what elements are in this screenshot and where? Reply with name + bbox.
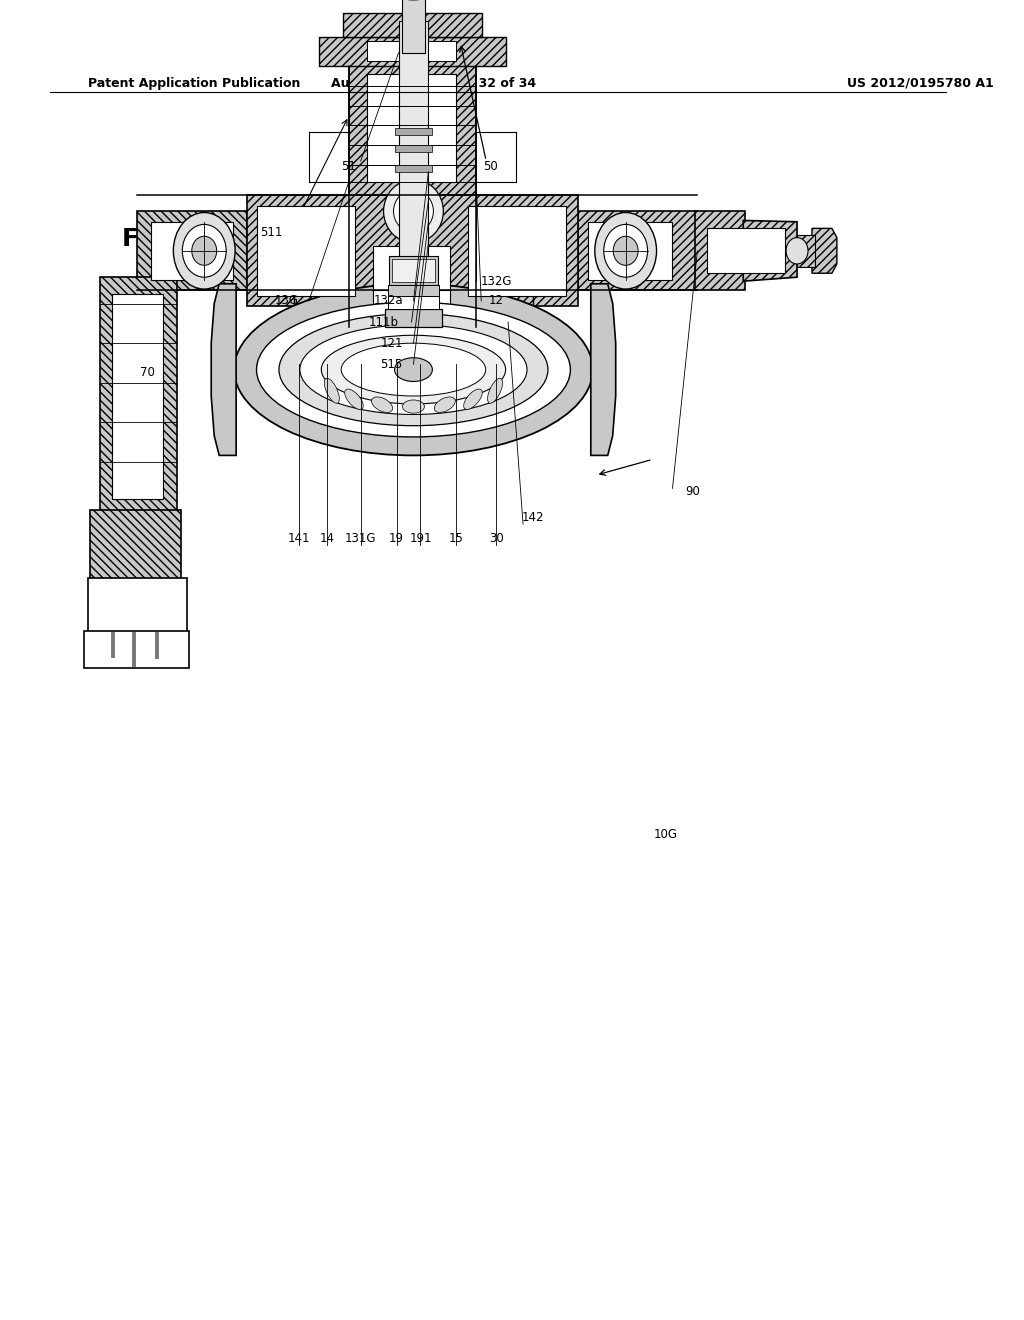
Text: 111b: 111b [369, 315, 398, 329]
Bar [588, 222, 673, 280]
Bar [387, 296, 439, 309]
Bar [797, 235, 815, 267]
Text: 14: 14 [319, 532, 334, 545]
Polygon shape [137, 211, 247, 290]
Text: 10G: 10G [653, 828, 678, 841]
Text: 50: 50 [482, 160, 498, 173]
Bar [394, 128, 432, 135]
Polygon shape [591, 284, 615, 455]
Bar [257, 206, 354, 296]
Ellipse shape [191, 236, 217, 265]
Text: 191: 191 [410, 532, 432, 545]
Polygon shape [343, 13, 482, 37]
Polygon shape [695, 211, 745, 290]
Bar [373, 246, 451, 296]
Bar [388, 256, 438, 285]
Ellipse shape [257, 302, 570, 437]
Text: 13G: 13G [274, 294, 299, 308]
Bar [394, 145, 432, 152]
Text: Aug. 2, 2012   Sheet 32 of 34: Aug. 2, 2012 Sheet 32 of 34 [331, 77, 536, 90]
Ellipse shape [613, 236, 638, 265]
Polygon shape [88, 578, 187, 634]
Text: 15: 15 [449, 532, 464, 545]
Polygon shape [294, 290, 534, 327]
Ellipse shape [322, 335, 506, 404]
Ellipse shape [464, 389, 482, 409]
Polygon shape [578, 211, 697, 290]
Bar [387, 285, 439, 296]
Bar [401, 0, 425, 53]
Ellipse shape [393, 190, 433, 232]
Text: 30: 30 [488, 532, 504, 545]
Bar [152, 222, 233, 280]
Ellipse shape [300, 325, 527, 414]
Text: 141: 141 [288, 532, 310, 545]
Polygon shape [90, 510, 181, 583]
Polygon shape [812, 228, 837, 273]
Ellipse shape [434, 397, 456, 412]
Text: 511: 511 [260, 226, 283, 239]
Polygon shape [99, 277, 177, 517]
Polygon shape [318, 37, 506, 66]
Ellipse shape [341, 343, 485, 396]
Bar [373, 290, 451, 322]
Text: Patent Application Publication: Patent Application Publication [88, 77, 300, 90]
Bar [398, 21, 428, 325]
Bar [708, 228, 785, 273]
Text: 132a: 132a [374, 294, 403, 308]
Text: 51: 51 [341, 160, 356, 173]
Ellipse shape [182, 224, 226, 277]
Ellipse shape [173, 213, 236, 289]
Bar [112, 294, 164, 499]
Ellipse shape [325, 379, 339, 404]
Text: FIG. 35: FIG. 35 [122, 227, 221, 251]
Ellipse shape [786, 238, 808, 264]
Text: 121: 121 [380, 337, 402, 350]
Polygon shape [247, 195, 578, 306]
Text: 142: 142 [522, 511, 545, 524]
Bar [468, 206, 566, 296]
Ellipse shape [372, 397, 392, 412]
Ellipse shape [394, 358, 432, 381]
Text: US 2012/0195780 A1: US 2012/0195780 A1 [847, 77, 993, 90]
Polygon shape [743, 220, 797, 281]
Polygon shape [84, 631, 189, 668]
Ellipse shape [279, 314, 548, 425]
Text: 515: 515 [381, 358, 402, 371]
Ellipse shape [345, 389, 364, 409]
Polygon shape [349, 66, 476, 195]
Text: 90: 90 [685, 484, 699, 498]
Text: 19: 19 [389, 532, 404, 545]
Bar [367, 41, 457, 61]
Polygon shape [211, 284, 237, 455]
Bar [385, 309, 442, 327]
Ellipse shape [402, 400, 424, 413]
Ellipse shape [487, 379, 503, 404]
Text: 132G: 132G [480, 275, 512, 288]
Ellipse shape [234, 284, 593, 455]
Ellipse shape [384, 180, 443, 243]
Text: 131G: 131G [345, 532, 377, 545]
Text: 12: 12 [488, 294, 504, 308]
Text: 70: 70 [140, 366, 155, 379]
Bar [391, 259, 435, 282]
Ellipse shape [604, 224, 647, 277]
Ellipse shape [595, 213, 656, 289]
Bar [394, 165, 432, 172]
Bar [367, 74, 457, 182]
